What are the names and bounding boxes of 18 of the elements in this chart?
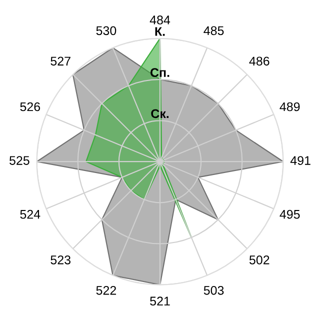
spoke-label: 489 bbox=[280, 102, 300, 112]
spoke-label: 530 bbox=[96, 26, 116, 36]
spoke-label: 524 bbox=[20, 210, 40, 219]
spoke-label: 495 bbox=[280, 210, 300, 219]
spoke-label: 484 bbox=[150, 16, 170, 24]
y-tick-label: К. bbox=[155, 27, 165, 36]
spoke-label: 491 bbox=[290, 156, 310, 165]
spoke-label: 526 bbox=[20, 102, 40, 112]
y-tick-label: Сп. bbox=[150, 68, 170, 77]
spoke-label: 525 bbox=[10, 156, 30, 165]
spoke-label: 527 bbox=[50, 56, 70, 66]
spoke-label: 502 bbox=[249, 255, 270, 264]
spoke-label: 485 bbox=[204, 26, 224, 36]
spoke-label: 521 bbox=[150, 296, 170, 306]
spoke-label: 522 bbox=[96, 286, 116, 295]
spoke-label: 523 bbox=[50, 255, 70, 264]
spoke-label: 503 bbox=[204, 286, 224, 295]
spoke-label: 486 bbox=[249, 56, 270, 66]
